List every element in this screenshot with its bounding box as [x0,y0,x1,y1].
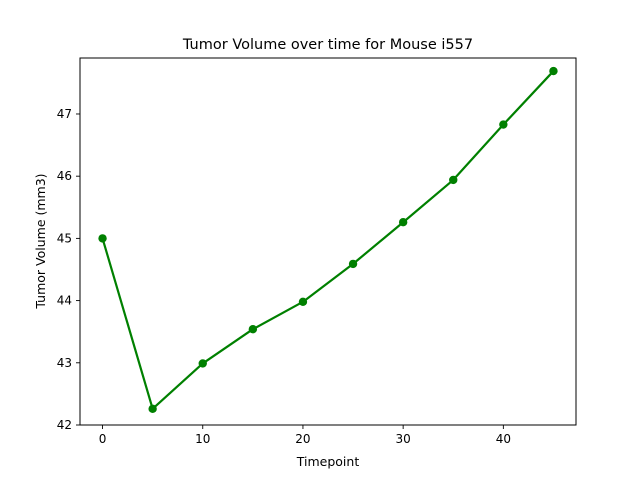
data-point-25 [349,260,357,268]
x-tick-label-10: 10 [195,432,210,446]
data-point-5 [148,405,156,413]
y-axis-label: Tumor Volume (mm3) [33,173,48,309]
y-tick-label-47: 47 [57,107,72,121]
y-tick-label-42: 42 [57,418,72,432]
data-point-30 [399,218,407,226]
chart-title: Tumor Volume over time for Mouse i557 [182,37,473,53]
x-axis-label: Timepoint [296,454,360,469]
x-tick-label-30: 30 [396,432,411,446]
y-tick-label-46: 46 [57,169,72,183]
y-tick-label-45: 45 [57,231,72,245]
x-tick-label-0: 0 [99,432,107,446]
data-point-40 [499,120,507,128]
data-point-45 [549,67,557,75]
data-point-35 [449,176,457,184]
y-tick-label-44: 44 [57,294,72,308]
data-point-10 [199,359,207,367]
data-point-20 [299,298,307,306]
data-point-0 [98,234,106,242]
data-point-15 [249,325,257,333]
y-tick-label-43: 43 [57,356,72,370]
x-tick-label-20: 20 [295,432,310,446]
x-tick-label-40: 40 [496,432,511,446]
